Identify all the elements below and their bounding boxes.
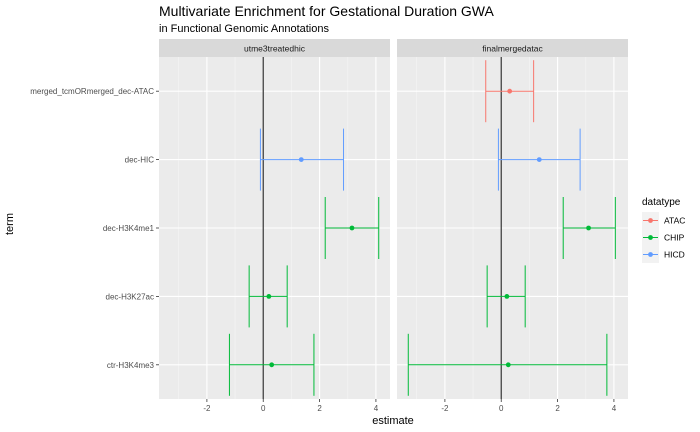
- legend-item-chip: CHIP: [642, 229, 685, 246]
- errorbar-dec-H3K27ac: [248, 265, 288, 328]
- legend-key-point: [648, 218, 653, 223]
- errorbar-dec-HIC: [497, 128, 581, 191]
- errorbar-dec-H3K4me1: [562, 197, 616, 259]
- x-tick-label: 2: [555, 404, 560, 413]
- estimate-point: [266, 294, 272, 299]
- legend-key-point: [648, 235, 653, 240]
- x-axis-ticks: -2 0 2 4 -2 0 2 4: [203, 399, 617, 413]
- errorbar-ctr-H3K4me3: [407, 333, 608, 396]
- estimate-point: [349, 225, 355, 231]
- estimate-point: [505, 362, 511, 368]
- x-tick-label: 4: [612, 404, 617, 413]
- y-tick-label: ctr-H3K4me3: [107, 361, 155, 370]
- y-tick-label: dec-H3K27ac: [106, 292, 154, 301]
- legend-label: HICD: [664, 250, 685, 260]
- y-tick-label: dec-H3K4me1: [103, 224, 155, 233]
- x-tick-label: -2: [203, 404, 211, 413]
- x-tick-label: 2: [317, 404, 322, 413]
- legend-item-hicd: HICD: [642, 246, 685, 263]
- errorbar-dec-H3K4me1: [324, 197, 380, 259]
- legend: datatype ATAC CHIP HICD: [642, 197, 685, 263]
- y-axis-ticks: merged_tcmORmerged_dec-ATAC dec-HIC dec-H3…: [30, 87, 159, 370]
- panel-utme3treatedhic: utme3treatedhic: [159, 39, 390, 399]
- facet-strip-label: finalmergedatac: [482, 44, 543, 54]
- estimate-point: [269, 362, 275, 368]
- legend-label: CHIP: [664, 233, 685, 243]
- chart-subtitle: in Functional Genomic Annotations: [159, 23, 329, 35]
- estimate-point: [298, 157, 304, 163]
- estimate-point: [536, 157, 542, 163]
- y-tick-label: dec-HIC: [125, 156, 155, 165]
- facet-strip: [397, 39, 628, 57]
- y-axis-title: term: [4, 213, 16, 235]
- errorbar-dec-HIC: [259, 128, 345, 191]
- estimate-point: [586, 225, 591, 231]
- y-tick-label: merged_tcmORmerged_dec-ATAC: [30, 87, 154, 96]
- legend-label: ATAC: [664, 216, 685, 226]
- x-tick-label: 0: [499, 404, 504, 413]
- legend-key-point: [648, 252, 653, 257]
- errorbar-merged_tcmORmerged_dec-ATAC: [485, 60, 535, 123]
- x-tick-label: 0: [261, 404, 266, 413]
- facet-strip: [159, 39, 390, 57]
- estimate-point: [504, 294, 510, 299]
- x-axis-title: estimate: [372, 415, 414, 427]
- legend-title: datatype: [642, 197, 681, 208]
- panel-finalmergedatac: finalmergedatac: [397, 39, 628, 399]
- x-tick-label: -2: [441, 404, 449, 413]
- estimate-point: [507, 88, 513, 94]
- chart-title: Multivariate Enrichment for Gestational …: [159, 3, 494, 19]
- errorbar-dec-H3K27ac: [486, 265, 526, 328]
- errorbar-ctr-H3K4me3: [228, 333, 315, 396]
- facet-strip-label: utme3treatedhic: [244, 44, 306, 54]
- facet-panels: utme3treatedhic finalmergedatac: [159, 39, 628, 399]
- legend-item-atac: ATAC: [642, 212, 685, 229]
- x-tick-label: 4: [374, 404, 379, 413]
